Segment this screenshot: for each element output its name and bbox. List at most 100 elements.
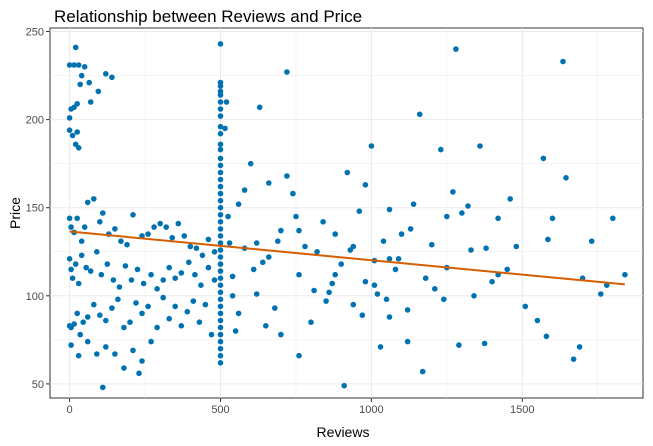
data-point	[74, 129, 80, 135]
data-point	[217, 331, 224, 338]
data-point	[157, 220, 163, 227]
plot-background	[49, 27, 644, 399]
data-point	[217, 141, 224, 148]
data-point	[81, 224, 88, 230]
data-point	[217, 310, 224, 317]
data-point	[112, 351, 118, 357]
data-point	[103, 317, 109, 324]
data-point	[184, 308, 191, 315]
y-tick-label: 50	[32, 379, 44, 391]
data-point	[122, 263, 129, 269]
data-point	[598, 291, 604, 297]
data-point	[275, 238, 281, 244]
data-point	[368, 143, 375, 149]
data-point	[549, 215, 556, 222]
data-point	[112, 226, 118, 232]
data-point	[69, 132, 76, 139]
data-point	[87, 268, 94, 274]
data-point	[481, 340, 488, 347]
data-point	[104, 261, 111, 267]
data-point	[190, 298, 197, 304]
data-point	[91, 196, 97, 202]
data-point	[232, 328, 239, 334]
data-point	[109, 305, 115, 311]
data-point	[166, 264, 172, 271]
data-point	[217, 219, 224, 225]
y-tick-label: 250	[26, 27, 44, 39]
data-point	[103, 344, 109, 350]
data-point	[83, 264, 89, 271]
data-point	[211, 277, 218, 283]
data-point	[175, 220, 182, 227]
data-point	[110, 277, 117, 283]
data-point	[256, 104, 263, 111]
data-point	[172, 275, 178, 282]
data-point	[395, 255, 402, 262]
data-point	[145, 303, 151, 310]
data-point	[223, 99, 230, 105]
data-point	[419, 368, 426, 375]
data-point	[78, 238, 85, 244]
data-point	[371, 282, 378, 289]
y-axis-ticks: 50 100 150 200 250	[26, 27, 50, 391]
data-point	[543, 333, 550, 340]
data-point	[75, 145, 82, 151]
data-point	[187, 243, 194, 250]
data-point	[217, 106, 224, 112]
data-point	[410, 201, 417, 207]
data-point	[72, 44, 79, 51]
data-point	[359, 312, 366, 319]
data-point	[94, 351, 100, 357]
chart-title: Relationship between Reviews and Price	[54, 7, 363, 26]
data-point	[453, 46, 459, 52]
data-point	[205, 264, 212, 271]
data-point	[560, 58, 566, 65]
data-point	[97, 219, 103, 225]
data-point	[217, 41, 224, 47]
data-point	[263, 323, 269, 329]
minor-gridlines	[50, 28, 643, 398]
data-point	[217, 212, 224, 218]
data-point	[422, 275, 429, 282]
data-point	[563, 175, 569, 181]
data-point	[241, 187, 248, 193]
data-point	[217, 146, 224, 153]
data-point	[217, 113, 224, 119]
data-point	[217, 289, 224, 296]
data-point	[610, 215, 616, 222]
data-point	[441, 296, 447, 303]
data-point	[217, 204, 224, 211]
data-point	[247, 160, 254, 167]
data-point	[374, 291, 381, 297]
data-point	[217, 268, 224, 274]
data-point	[217, 83, 224, 89]
data-point	[471, 293, 477, 299]
data-point	[338, 261, 345, 267]
data-point	[386, 206, 393, 213]
data-point	[72, 261, 79, 267]
data-point	[71, 321, 77, 327]
data-point	[130, 212, 136, 218]
data-point	[465, 203, 471, 209]
data-point	[118, 238, 124, 244]
data-point	[196, 319, 203, 326]
data-point	[392, 266, 399, 273]
data-point	[192, 271, 198, 278]
data-point	[68, 342, 74, 348]
data-point	[534, 317, 541, 324]
data-point	[377, 344, 384, 350]
data-point	[75, 62, 82, 68]
data-point	[208, 331, 215, 338]
data-point	[362, 278, 369, 285]
data-point	[66, 255, 73, 262]
x-tick-label: 1500	[510, 404, 534, 416]
data-point	[260, 259, 266, 266]
data-point	[77, 81, 83, 88]
data-point	[84, 338, 91, 345]
data-point	[74, 215, 80, 222]
data-point	[323, 298, 329, 304]
data-point	[341, 382, 348, 389]
data-point	[160, 294, 166, 301]
data-point	[235, 310, 242, 317]
data-point	[66, 115, 73, 121]
